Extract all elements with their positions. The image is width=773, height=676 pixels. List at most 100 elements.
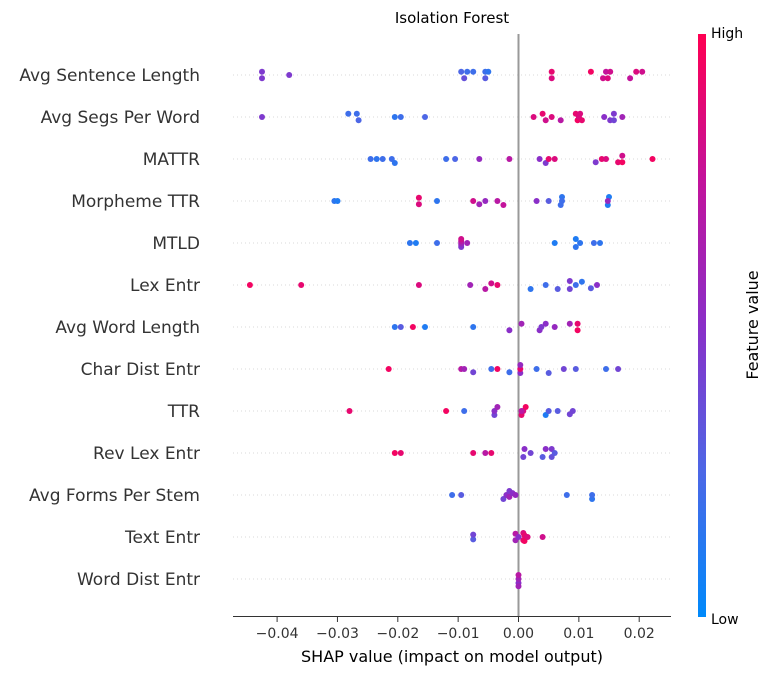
data-point: [587, 285, 594, 292]
data-point: [615, 159, 622, 166]
data-point: [464, 240, 471, 246]
data-point: [574, 320, 581, 327]
data-point: [597, 240, 603, 246]
data-point: [355, 117, 362, 124]
colorbar-low-label: Low: [711, 612, 739, 628]
data-point: [470, 324, 477, 330]
data-point: [512, 492, 519, 498]
data-point: [551, 324, 558, 330]
data-point: [533, 366, 540, 372]
data-point: [434, 198, 440, 204]
data-point: [607, 68, 614, 75]
data-point: [530, 114, 537, 120]
data-point: [539, 454, 546, 460]
data-point: [566, 320, 573, 327]
data-point: [557, 117, 564, 124]
x-tick-label: 0.01: [563, 626, 594, 642]
data-point: [494, 198, 501, 204]
data-point: [542, 320, 549, 327]
data-point: [415, 201, 422, 208]
data-point: [539, 110, 546, 117]
data-point: [542, 446, 549, 452]
data-point: [458, 492, 465, 498]
data-point: [379, 156, 386, 162]
data-point: [603, 68, 609, 75]
data-point: [538, 324, 545, 330]
data-point: [482, 75, 489, 82]
data-point: [551, 240, 558, 246]
data-point: [578, 117, 585, 124]
data-point: [548, 114, 555, 120]
data-point: [461, 366, 468, 372]
data-point: [409, 324, 416, 330]
data-point: [345, 110, 352, 117]
data-point: [334, 198, 341, 204]
data-point: [488, 280, 495, 287]
data-point: [554, 408, 561, 414]
data-point: [385, 366, 392, 372]
x-axis-label: SHAP value (impact on model output): [301, 647, 603, 666]
feature-label: Text Entr: [124, 528, 200, 548]
data-point: [246, 282, 253, 288]
data-point: [566, 286, 573, 292]
data-point: [615, 366, 622, 372]
data-point: [298, 282, 305, 288]
x-tick-label: −0.02: [376, 626, 419, 642]
data-point: [467, 282, 474, 288]
data-point: [286, 72, 293, 78]
data-point: [619, 114, 626, 120]
data-point: [391, 160, 398, 166]
data-point: [443, 408, 450, 414]
data-point: [627, 75, 634, 82]
data-point: [422, 114, 428, 120]
data-point: [542, 117, 549, 124]
data-point: [506, 369, 513, 376]
data-point: [587, 68, 594, 75]
data-point: [603, 366, 609, 372]
data-point: [572, 282, 579, 288]
data-point: [470, 68, 477, 75]
feature-label: Char Dist Entr: [81, 360, 200, 380]
data-point: [603, 156, 609, 162]
data-point: [406, 240, 413, 246]
data-point: [542, 282, 549, 288]
data-point: [482, 450, 489, 456]
data-point: [476, 201, 483, 208]
data-point: [569, 408, 576, 414]
data-point: [488, 366, 495, 372]
data-point: [598, 156, 605, 162]
data-point: [521, 446, 528, 452]
data-point: [443, 156, 450, 162]
data-point: [373, 156, 380, 162]
data-point: [518, 320, 525, 327]
data-point: [610, 117, 617, 124]
data-point: [397, 324, 404, 330]
data-point: [551, 156, 558, 162]
data-point: [515, 583, 522, 590]
data-point: [397, 114, 404, 120]
data-point: [590, 240, 597, 246]
data-point: [470, 536, 477, 543]
data-point: [601, 114, 608, 120]
colorbar-high-label: High: [711, 26, 743, 42]
feature-label: Avg Sentence Length: [19, 66, 200, 86]
data-point: [604, 198, 611, 204]
colorbar-title: Feature value: [743, 270, 762, 379]
data-point: [259, 68, 265, 75]
data-point: [520, 454, 527, 460]
colorbar: [698, 34, 706, 617]
data-point: [422, 324, 428, 330]
data-point: [527, 450, 534, 456]
data-point: [449, 492, 456, 498]
data-point: [458, 236, 465, 242]
data-point: [554, 286, 561, 292]
data-point: [563, 492, 570, 498]
data-point: [434, 240, 440, 246]
data-point: [482, 198, 489, 204]
feature-labels: Avg Sentence Length Avg Segs Per Word MATT…: [19, 66, 200, 590]
data-point: [574, 327, 581, 334]
feature-label: Avg Forms Per Stem: [29, 486, 200, 506]
feature-label: TTR: [167, 402, 200, 422]
data-point: [391, 450, 398, 456]
